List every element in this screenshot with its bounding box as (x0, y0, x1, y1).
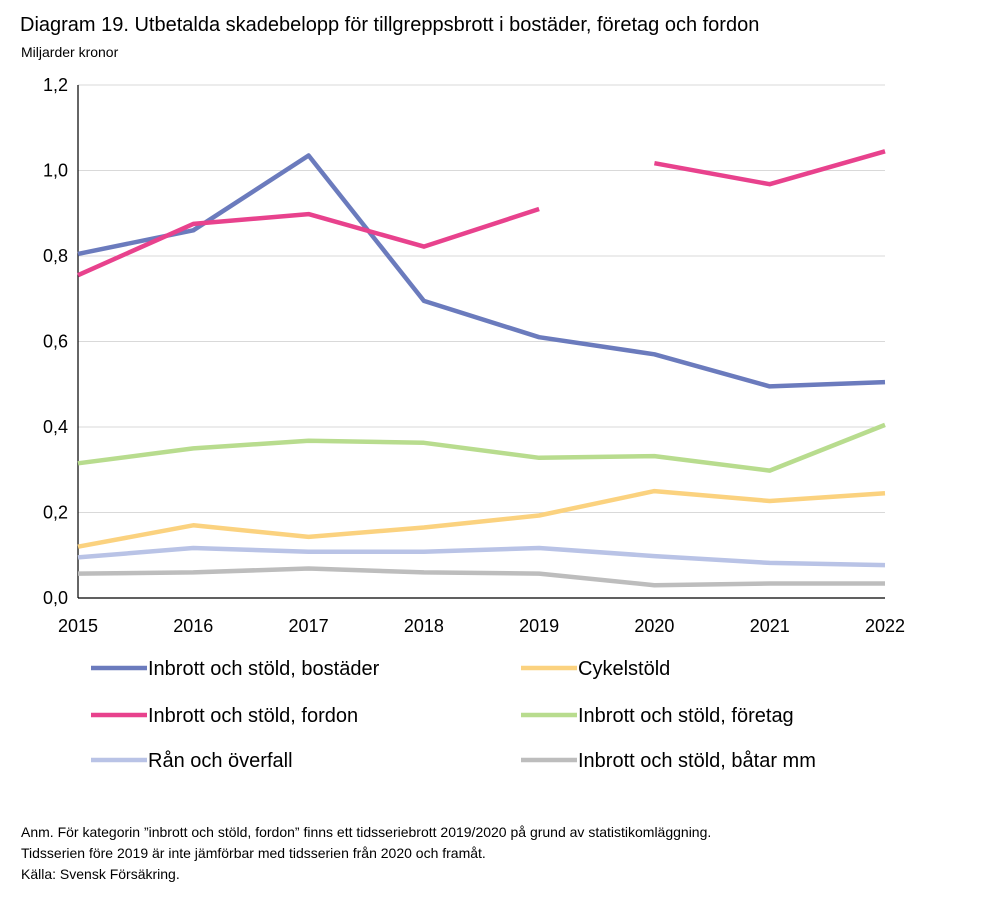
chart-notes: Anm. För kategorin ”inbrott och stöld, f… (21, 822, 711, 885)
legend-label: Rån och överfall (148, 750, 293, 772)
y-tick-label: 0,4 (43, 417, 68, 437)
series-lines (77, 149, 886, 588)
x-tick-label: 2019 (519, 616, 559, 636)
series-line-1 (77, 488, 886, 549)
series-line-5 (77, 566, 885, 588)
y-tick-label: 1,0 (43, 161, 68, 181)
series-line-2-segment-0 (77, 206, 540, 278)
legend-label: Inbrott och stöld, företag (578, 705, 794, 727)
legend-label: Inbrott och stöld, båtar mm (578, 750, 816, 772)
x-tick-label: 2017 (289, 616, 329, 636)
y-tick-label: 0,0 (43, 588, 68, 608)
axes (77, 85, 885, 599)
legend: Inbrott och stöld, bostäder Cykelstöld Inb… (91, 658, 816, 772)
legend-label: Inbrott och stöld, bostäder (148, 658, 380, 680)
y-tick-label: 0,8 (43, 246, 68, 266)
series-line-3 (77, 422, 886, 473)
y-tick-label: 0,6 (43, 332, 68, 352)
x-tick-label: 2022 (865, 616, 905, 636)
series-line-4 (77, 545, 886, 568)
y-tick-label: 0,2 (43, 503, 68, 523)
y-tick-label: 1,2 (43, 75, 68, 95)
x-tick-label: 2020 (634, 616, 674, 636)
series-line-0 (77, 153, 886, 389)
chart-subtitle: Miljarder kronor (21, 44, 119, 60)
note-anm-line-2: Tidsserien före 2019 är inte jämförbar m… (21, 845, 486, 861)
x-tick-label: 2016 (173, 616, 213, 636)
line-chart: 0,00,20,40,60,81,01,2 2015 2016 2017 2018 20… (43, 75, 905, 772)
x-tick-label: 2021 (750, 616, 790, 636)
note-source: Källa: Svensk Försäkring. (21, 866, 180, 882)
x-tick-label: 2018 (404, 616, 444, 636)
legend-label: Inbrott och stöld, fordon (148, 705, 358, 727)
legend-label: Cykelstöld (578, 658, 670, 680)
y-axis-labels: 0,0 0,2 0,4 0,6 0,8 1,0 1,2 (43, 75, 68, 608)
gridlines (78, 84, 885, 513)
chart-title: Diagram 19. Utbetalda skadebelopp för ti… (20, 14, 760, 36)
x-axis-labels: 2015 2016 2017 2018 2019 2020 2021 2022 (58, 616, 905, 636)
x-tick-label: 2015 (58, 616, 98, 636)
series-line-2-segment-1 (653, 149, 886, 187)
note-anm-line-1: Anm. För kategorin ”inbrott och stöld, f… (21, 824, 712, 840)
